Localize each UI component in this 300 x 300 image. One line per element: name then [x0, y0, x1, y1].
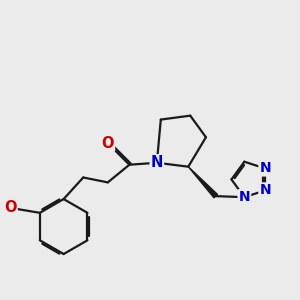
Text: N: N: [260, 183, 271, 197]
Polygon shape: [188, 167, 218, 198]
Text: O: O: [101, 136, 114, 151]
Text: N: N: [151, 155, 163, 170]
Text: N: N: [260, 161, 271, 176]
Text: O: O: [4, 200, 16, 215]
Text: N: N: [238, 190, 250, 204]
